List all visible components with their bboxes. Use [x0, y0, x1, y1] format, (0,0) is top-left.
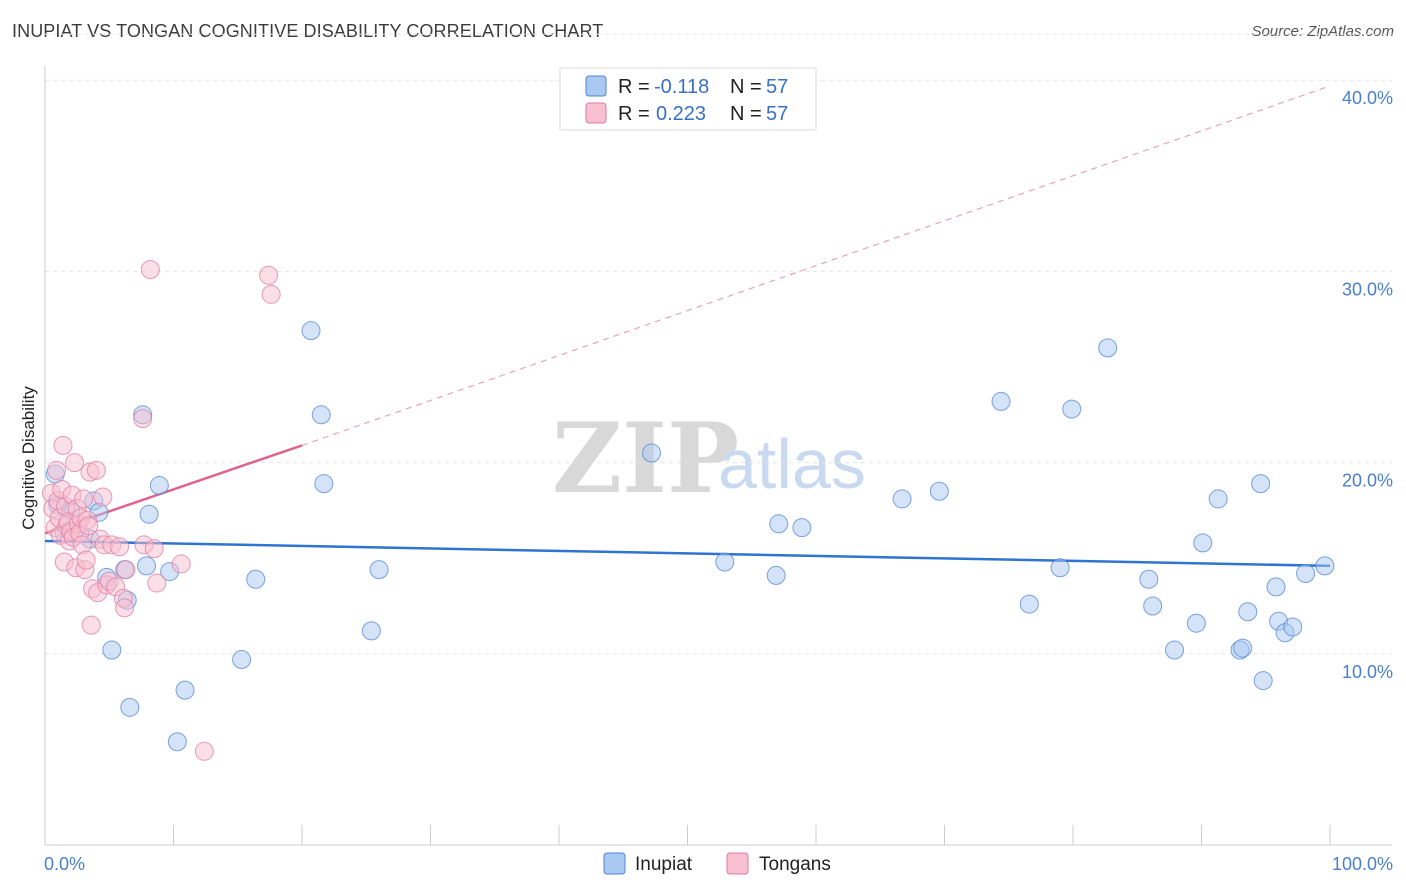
- data-point-tongans: [74, 489, 94, 509]
- legend-swatch-inupiat: [585, 75, 607, 97]
- bottom-legend-label-inupiat: Inupiat: [635, 854, 693, 875]
- data-point-inupiat: [1233, 638, 1253, 658]
- data-point-inupiat: [311, 405, 331, 425]
- data-point-inupiat: [1143, 596, 1163, 616]
- data-point-inupiat: [929, 481, 949, 501]
- data-point-tongans: [53, 435, 73, 455]
- watermark-atlas: atlas: [718, 425, 866, 503]
- bottom-legend-swatch-tongans: [726, 852, 749, 875]
- data-point-tongans: [144, 539, 164, 559]
- data-point-tongans: [93, 487, 113, 507]
- data-point-inupiat: [102, 640, 122, 660]
- data-point-inupiat: [246, 569, 266, 589]
- y-axis-title: Cognitive Disability: [19, 386, 38, 530]
- bottom-legend-label-tongans: Tongans: [759, 854, 831, 875]
- data-point-inupiat: [715, 552, 735, 572]
- data-point-tongans: [110, 537, 130, 557]
- data-point-inupiat: [175, 680, 195, 700]
- data-point-inupiat: [1186, 613, 1206, 633]
- data-point-inupiat: [1019, 594, 1039, 614]
- data-point-tongans: [194, 741, 214, 761]
- data-point-tongans: [65, 453, 85, 473]
- data-point-tongans: [79, 516, 99, 536]
- data-point-tongans: [116, 560, 136, 580]
- data-point-inupiat: [139, 504, 159, 524]
- bottom-legend-swatch-inupiat: [603, 852, 626, 875]
- data-point-inupiat: [149, 476, 169, 496]
- data-point-tongans: [147, 573, 167, 593]
- data-point-inupiat: [892, 489, 912, 509]
- data-point-inupiat: [1139, 569, 1159, 589]
- legend-swatch-tongans: [585, 102, 607, 124]
- legend-n-label-inupiat: N =: [730, 76, 762, 98]
- data-point-inupiat: [369, 560, 389, 580]
- data-point-tongans: [259, 265, 279, 285]
- chart-title: INUPIAT VS TONGAN COGNITIVE DISABILITY C…: [12, 21, 604, 41]
- bottom-legend: Inupiat Tongans: [603, 852, 831, 875]
- data-point-inupiat: [1266, 577, 1286, 597]
- y-tick-label: 10.0%: [1342, 662, 1393, 682]
- legend-r-label-tongans: R =: [618, 103, 650, 125]
- data-point-inupiat: [314, 474, 334, 494]
- data-point-inupiat: [1283, 617, 1303, 637]
- source-label: Source: ZipAtlas.com: [1251, 23, 1394, 40]
- data-point-inupiat: [1050, 558, 1070, 578]
- data-point-inupiat: [1296, 563, 1316, 583]
- x-tick-label: 0.0%: [44, 854, 85, 874]
- trend-line-tongans-extension: [301, 85, 1331, 446]
- data-point-tongans: [115, 598, 135, 618]
- data-point-inupiat: [1062, 399, 1082, 419]
- data-point-inupiat: [1253, 671, 1273, 691]
- data-point-inupiat: [361, 621, 381, 641]
- legend: R = -0.118 N = 57 R = 0.223 N = 57: [559, 67, 817, 131]
- data-point-inupiat: [991, 391, 1011, 411]
- data-point-inupiat: [1238, 602, 1258, 622]
- data-point-inupiat: [167, 732, 187, 752]
- data-point-inupiat: [1098, 338, 1118, 358]
- trend-line-inupiat: [44, 539, 1331, 568]
- data-point-inupiat: [1251, 474, 1271, 494]
- legend-n-value-inupiat: 57: [766, 76, 788, 98]
- data-point-inupiat: [232, 650, 252, 670]
- data-point-inupiat: [1165, 640, 1185, 660]
- data-point-inupiat: [766, 565, 786, 585]
- data-point-inupiat: [1315, 556, 1335, 576]
- data-point-tongans: [76, 550, 96, 570]
- data-point-inupiat: [301, 321, 321, 341]
- data-point-tongans: [171, 554, 191, 574]
- data-point-tongans: [133, 409, 153, 429]
- data-point-tongans: [140, 259, 160, 279]
- data-point-tongans: [86, 460, 106, 480]
- data-point-inupiat: [120, 697, 140, 717]
- axes: 10.0% 20.0% 30.0% 40.0% 0.0% 100.0%: [44, 66, 1393, 874]
- data-point-inupiat: [137, 556, 157, 576]
- data-point-inupiat: [769, 514, 789, 534]
- y-tick-label: 40.0%: [1342, 88, 1393, 108]
- legend-r-label-inupiat: R =: [618, 76, 650, 98]
- legend-r-value-tongans: 0.223: [656, 103, 706, 125]
- data-point-inupiat: [1193, 533, 1213, 553]
- y-tick-label: 20.0%: [1342, 471, 1393, 491]
- data-point-tongans: [47, 460, 67, 480]
- data-point-inupiat: [642, 443, 662, 463]
- data-point-inupiat: [1208, 489, 1228, 509]
- data-point-inupiat: [792, 518, 812, 538]
- legend-n-label-tongans: N =: [730, 103, 762, 125]
- y-tick-label: 30.0%: [1342, 279, 1393, 299]
- data-point-tongans: [81, 615, 101, 635]
- legend-r-value-inupiat: -0.118: [654, 76, 709, 98]
- x-tick-label: 100.0%: [1332, 854, 1393, 874]
- legend-n-value-tongans: 57: [766, 103, 788, 125]
- data-points: [41, 259, 1335, 761]
- data-point-tongans: [261, 284, 281, 304]
